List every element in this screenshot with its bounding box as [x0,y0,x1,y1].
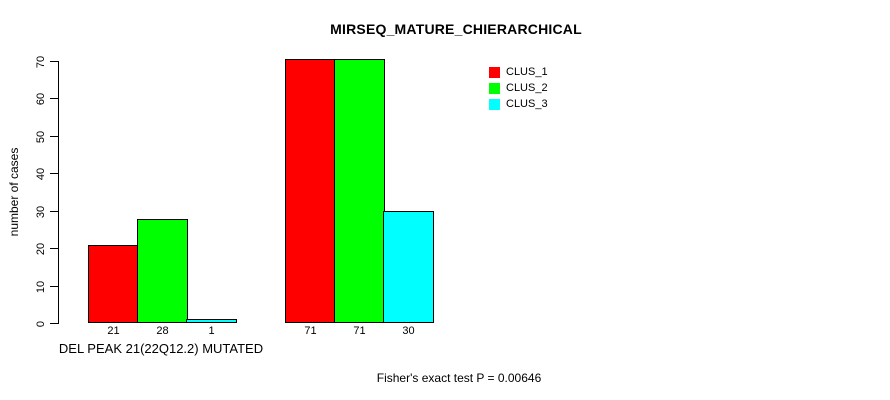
bar-clus_3-group2 [383,211,434,323]
bar-value-label: 71 [304,325,317,337]
y-tick-mark [50,98,58,99]
y-tick-label: 50 [35,130,47,143]
annotation-text: Fisher's exact test P = 0.00646 [376,371,542,385]
y-tick-label: 20 [35,242,47,255]
bar-value-label: 71 [353,325,366,337]
y-tick-mark [50,211,58,212]
y-tick-mark [50,61,58,62]
y-tick-mark [50,136,58,137]
legend-item-clus_2: CLUS_2 [489,80,548,96]
y-tick-label: 30 [35,205,47,218]
chart-title: MIRSEQ_MATURE_CHIERARCHICAL [330,21,582,37]
legend-label: CLUS_2 [506,82,548,94]
bar-clus_1-group2 [285,59,336,323]
bar-value-label: 1 [208,325,215,337]
y-tick-label: 10 [35,280,47,293]
y-tick-label: 70 [35,55,47,68]
x-axis-label: DEL PEAK 21(22Q12.2) MUTATED [58,341,264,356]
y-tick-label: 40 [35,167,47,180]
legend-label: CLUS_1 [506,66,548,78]
bar-value-label: 30 [402,325,415,337]
y-tick-mark [50,286,58,287]
y-tick-mark [50,173,58,174]
y-axis-label: number of cases [7,147,21,237]
bar-value-label: 21 [107,325,120,337]
y-tick-label: 60 [35,92,47,105]
bar-clus_3-group1 [186,319,237,323]
legend-item-clus_3: CLUS_3 [489,96,548,112]
legend-swatch-icon [489,66,500,78]
y-tick-label: 0 [35,320,47,327]
legend-item-clus_1: CLUS_1 [489,64,548,80]
bar-clus_2-group1 [137,219,188,323]
y-tick-mark [50,248,58,249]
bar-value-label: 28 [156,325,169,337]
legend-swatch-icon [489,98,500,110]
y-tick-mark [50,323,58,324]
bar-clus_1-group1 [88,245,139,323]
y-axis-line [58,61,59,324]
bar-clus_2-group2 [334,59,385,323]
legend-swatch-icon [489,82,500,94]
legend-label: CLUS_3 [506,98,548,110]
legend: CLUS_1 CLUS_2 CLUS_3 [489,64,548,112]
